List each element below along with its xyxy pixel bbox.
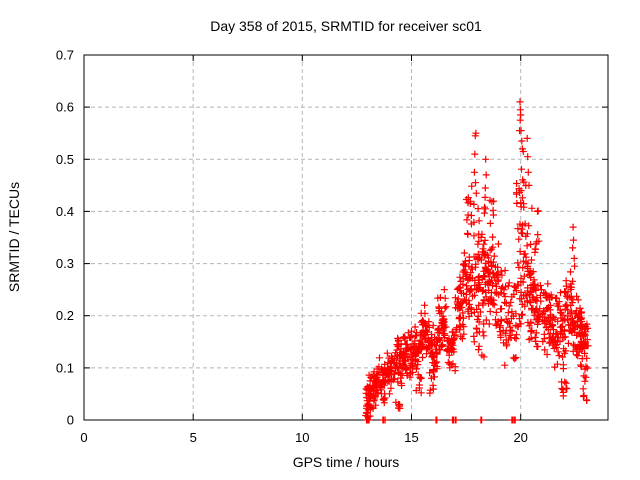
x-tick-label: 5 [190, 430, 197, 445]
tick-labels: 0 5 10 15 20 0 0.1 0.2 0.3 0.4 0.5 0.6 0.7 [56, 48, 528, 446]
y-tick-label: 0.3 [56, 256, 74, 271]
y-tick-label: 0.1 [56, 360, 74, 375]
axis-frame [83, 54, 609, 421]
y-tick-label: 0 [67, 413, 74, 428]
chart-title: Day 358 of 2015, SRMTID for receiver sc0… [210, 18, 482, 34]
data-points [362, 98, 592, 424]
tick-marks [83, 54, 608, 421]
y-tick-label: 0.6 [56, 100, 74, 115]
y-axis-label: SRMTID / TECUs [6, 181, 22, 293]
x-axis-label: GPS time / hours [292, 454, 400, 470]
y-tick-label: 0.2 [56, 308, 74, 323]
y-tick-label: 0.4 [56, 204, 74, 219]
x-tick-label: 20 [513, 430, 527, 445]
grid-lines [84, 55, 608, 420]
x-tick-label: 10 [295, 430, 309, 445]
x-tick-label: 15 [404, 430, 418, 445]
y-tick-label: 0.5 [56, 152, 74, 167]
y-tick-label: 0.7 [56, 48, 74, 63]
x-tick-label: 0 [80, 430, 87, 445]
